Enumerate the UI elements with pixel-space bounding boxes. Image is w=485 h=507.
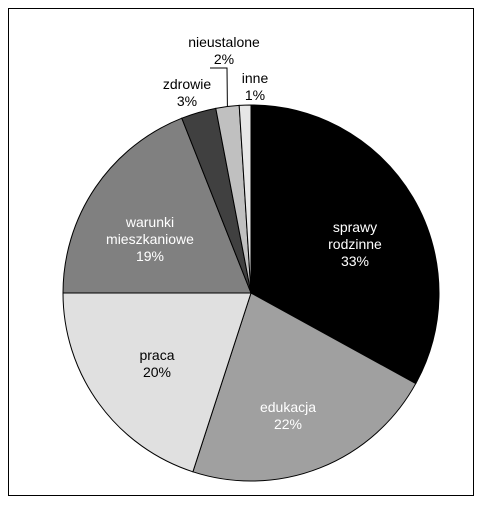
slice-name-label: zdrowie: [163, 76, 211, 92]
leader-line-nieustalone: [210, 67, 228, 107]
pie-slice-warunki-mieszkaniowe: [62, 117, 252, 294]
slice-label-inne: inne 1%: [242, 70, 269, 103]
pie-slice-praca: [62, 292, 252, 473]
slice-name-label: inne: [242, 70, 269, 86]
slice-label-sprawy-rodzinne: sprawy rodzinne 33%: [328, 219, 382, 269]
slice-value-label: 1%: [245, 87, 265, 103]
slice-name-label: warunki: [125, 214, 174, 230]
slice-value-label: 20%: [143, 364, 171, 380]
slice-value-label: 19%: [136, 248, 164, 264]
slice-name-label: nieustalone: [188, 34, 260, 50]
slice-value-label: 22%: [274, 416, 302, 432]
slice-value-label: 3%: [177, 93, 197, 109]
slice-name-label: mieszkaniowe: [106, 231, 194, 247]
slice-name-label: praca: [139, 347, 174, 363]
slice-value-label: 2%: [214, 51, 234, 67]
pie-slice-edukacja: [192, 292, 417, 482]
slice-name-label: edukacja: [260, 399, 316, 415]
slice-name-label: sprawy: [333, 219, 377, 235]
slice-label-nieustalone: nieustalone 2%: [188, 34, 260, 67]
slice-value-label: 33%: [341, 253, 369, 269]
slice-name-label: rodzinne: [328, 236, 382, 252]
slice-label-edukacja: edukacja 22%: [260, 399, 316, 432]
slice-label-praca: praca 20%: [139, 347, 174, 380]
pie-slice-inne: [238, 104, 252, 294]
pie-slice-sprawy-rodzinne: [250, 104, 440, 385]
slice-label-warunki-mieszkaniowe: warunki mieszkaniowe 19%: [106, 214, 194, 264]
slice-label-zdrowie: zdrowie 3%: [163, 76, 211, 109]
